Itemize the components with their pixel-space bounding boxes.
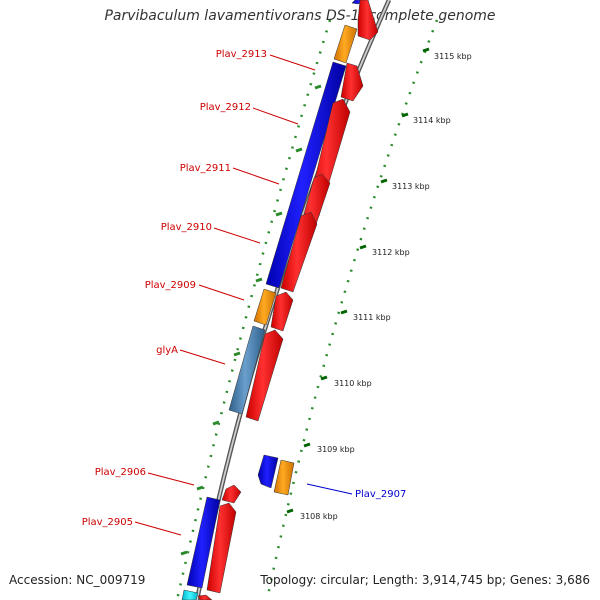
gene-label-plav-2905[interactable]: Plav_2905 (82, 517, 133, 528)
gene-arrow-red[interactable] (340, 62, 364, 102)
gene-arrow-red[interactable] (245, 329, 284, 422)
gene-block-orange-top[interactable] (333, 24, 358, 64)
gene-arrow-blue-2907-left[interactable] (257, 454, 279, 489)
map-title: Parvibaculum lavamentivorans DS-1, compl… (104, 8, 496, 24)
scale-major-ticks (286, 47, 430, 514)
gene-label-plav-2911[interactable]: Plav_2911 (180, 163, 231, 174)
scale-label: 3110 kbp (334, 379, 372, 388)
gene-arrow-red[interactable] (270, 291, 294, 332)
scale-label: 3111 kbp (353, 313, 391, 322)
outer-track-features (257, 454, 295, 496)
gene-label-plav-2913[interactable]: Plav_2913 (216, 49, 267, 60)
label-leader-plav-2907 (306, 483, 353, 495)
gene-label-plav-2909[interactable]: Plav_2909 (145, 280, 196, 291)
gene-block-plav-2913-2910[interactable] (265, 61, 347, 289)
gene-arrow-red[interactable] (206, 502, 237, 594)
scale-label: 3109 kbp (317, 445, 355, 454)
inner-ring-ticks (180, 84, 322, 556)
gene-block-plav-2906[interactable] (186, 496, 221, 589)
gene-arrow-red[interactable] (197, 594, 213, 600)
accession-text: Accession: NC_009719 (9, 573, 146, 587)
gene-label-glya[interactable]: glyA (156, 345, 178, 356)
scale-label: 3108 kbp (300, 512, 338, 521)
gene-block-plav-2909[interactable] (253, 288, 277, 326)
scale-label: 3114 kbp (413, 116, 451, 125)
gene-label-plav-2906[interactable]: Plav_2906 (95, 467, 146, 478)
scale-label: 3115 kbp (434, 52, 472, 61)
gene-arrow-red[interactable] (357, 0, 379, 41)
scale-label: 3112 kbp (372, 248, 410, 257)
gene-label-plav-2910[interactable]: Plav_2910 (161, 222, 212, 233)
gene-arrow-red[interactable] (221, 484, 242, 504)
gene-label-plav-2912[interactable]: Plav_2912 (200, 102, 251, 113)
scale-labels: 3115 kbp 3114 kbp 3113 kbp 3112 kbp 3111… (300, 52, 472, 521)
gene-labels: Plav_2913 Plav_2912 Plav_2911 Plav_2910 … (82, 49, 267, 528)
forward-strand-features (197, 0, 379, 600)
gene-block-glya[interactable] (228, 325, 266, 415)
reverse-strand-features (181, 0, 368, 600)
gene-block-cyan-bottom[interactable] (181, 589, 199, 600)
gene-label-plav-2907[interactable]: Plav_2907 (355, 489, 406, 500)
genome-summary-text: Topology: circular; Length: 3,914,745 bp… (260, 573, 590, 587)
gene-block-plav-2907[interactable] (273, 459, 295, 496)
label-leaders (134, 54, 316, 536)
scale-label: 3113 kbp (392, 182, 430, 191)
gene-arrow-red[interactable] (280, 211, 318, 293)
scale-ruler (265, 19, 439, 600)
